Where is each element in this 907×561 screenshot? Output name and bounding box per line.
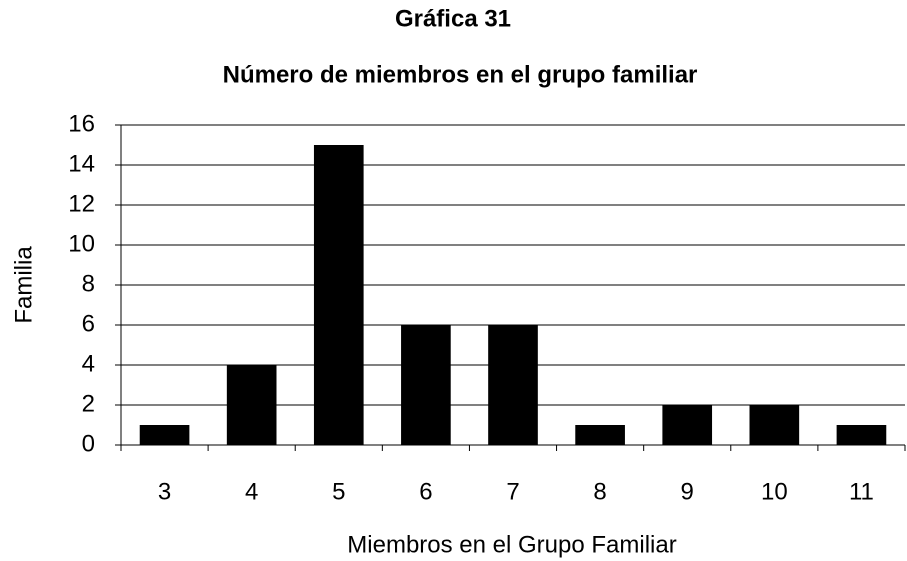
x-tick-label: 3 xyxy=(158,478,171,505)
y-axis-label: Familia xyxy=(10,246,37,324)
chart-subtitle: Número de miembros en el grupo familiar xyxy=(223,61,698,88)
x-tick-label: 10 xyxy=(761,478,788,505)
x-tick-label: 5 xyxy=(332,478,345,505)
y-tick-label: 12 xyxy=(68,190,95,217)
y-tick-label: 8 xyxy=(82,270,95,297)
bar xyxy=(313,145,364,445)
bar xyxy=(662,405,713,445)
x-tick-label: 6 xyxy=(419,478,432,505)
y-tick-label: 4 xyxy=(82,350,95,377)
bar xyxy=(139,425,190,445)
x-tick-label: 9 xyxy=(681,478,694,505)
x-tick-label: 8 xyxy=(593,478,606,505)
y-tick-label: 16 xyxy=(68,110,95,137)
y-tick-label: 14 xyxy=(68,150,95,177)
y-tick-label: 2 xyxy=(82,390,95,417)
bar xyxy=(575,425,625,445)
chart-title: Gráfica 31 xyxy=(395,5,511,32)
bar xyxy=(836,425,887,445)
y-tick-label: 0 xyxy=(82,430,95,457)
x-tick-label: 11 xyxy=(849,478,874,505)
y-tick-label: 10 xyxy=(68,230,95,257)
y-tick-label: 6 xyxy=(82,310,95,337)
x-tick-label: 4 xyxy=(245,478,258,505)
x-tick-label: 7 xyxy=(506,478,519,505)
bar xyxy=(488,325,538,445)
bar xyxy=(401,325,451,445)
bar xyxy=(226,365,277,445)
bar xyxy=(749,405,800,445)
x-axis-label: Miembros en el Grupo Familiar xyxy=(347,531,676,558)
